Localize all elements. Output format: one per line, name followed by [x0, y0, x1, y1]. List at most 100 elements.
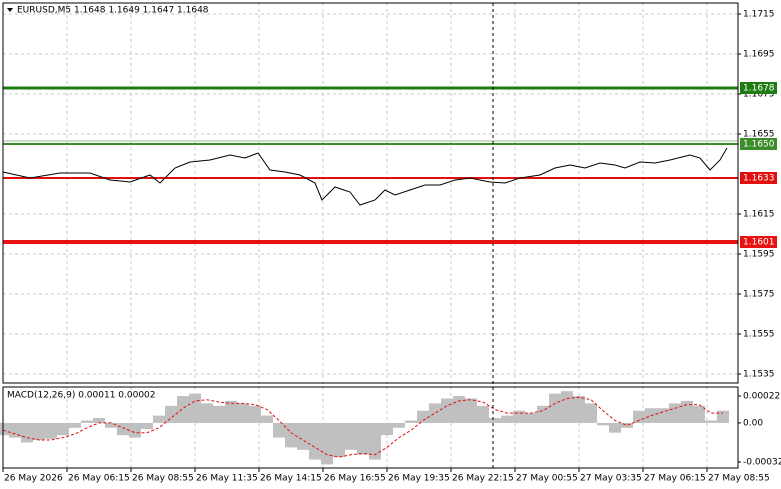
y-tick-label: 1.1715	[743, 10, 775, 20]
histogram-bar	[549, 393, 561, 423]
histogram-bar	[681, 400, 693, 423]
histogram-bar	[9, 422, 21, 438]
histogram-bar	[609, 422, 621, 433]
histogram-bar	[501, 415, 513, 423]
histogram-bar	[537, 405, 549, 423]
macd-title: MACD(12,26,9) 0.00011 0.00002	[7, 391, 156, 401]
level-box	[740, 138, 777, 150]
y-tick-label: 1.1575	[743, 290, 775, 300]
histogram-bar	[369, 422, 381, 460]
x-tick-label: 26 May 2026	[4, 474, 63, 484]
grid	[3, 3, 738, 468]
level-label: 1.1678	[743, 84, 775, 94]
y-tick-label: 1.1615	[743, 210, 775, 220]
y-tick-label: 1.1675	[743, 90, 775, 100]
histogram-bar	[201, 403, 213, 423]
y-tick-label: 1.1655	[743, 130, 775, 140]
histogram-bar	[633, 410, 645, 423]
y-tick-label: -0.00032	[743, 458, 781, 468]
histogram-bar	[0, 422, 9, 436]
level-label: 1.1601	[743, 238, 775, 248]
level-box	[740, 172, 777, 184]
histogram-bar	[213, 405, 225, 423]
histogram-bar	[489, 418, 501, 423]
histogram-bar	[621, 422, 633, 428]
histogram-bar	[333, 422, 345, 458]
price-line	[2, 147, 728, 206]
histogram-bar	[309, 422, 321, 460]
x-tick-label: 26 May 06:15	[68, 474, 130, 484]
histogram-bar	[561, 391, 573, 423]
histogram-bar	[45, 422, 57, 439]
histogram-bar	[441, 398, 453, 423]
histogram-bar	[693, 405, 705, 423]
histogram-bar	[345, 422, 357, 450]
histogram-bar	[417, 410, 429, 423]
histogram-bar	[657, 408, 669, 423]
histogram-bar	[141, 422, 153, 430]
y-tick-label: 1.1695	[743, 50, 775, 60]
histogram-bar	[273, 422, 285, 438]
x-tick-label: 27 May 06:15	[644, 474, 706, 484]
plot	[0, 86, 738, 465]
x-tick-label: 27 May 08:55	[708, 474, 770, 484]
histogram-bar	[69, 422, 81, 428]
histogram-bar	[381, 422, 393, 436]
histogram-bar	[225, 400, 237, 423]
macd-frame	[2, 386, 739, 469]
histogram-bar	[393, 422, 405, 428]
histogram-bar	[717, 410, 729, 423]
chart-title: EURUSD,M5 1.1648 1.1649 1.1647 1.1648	[17, 6, 209, 16]
x-tick-label: 26 May 08:55	[132, 474, 194, 484]
histogram-bar	[81, 420, 93, 423]
histogram-bar	[597, 422, 609, 426]
level-label: 1.1650	[743, 140, 775, 150]
histogram-bar	[465, 398, 477, 423]
histogram-bar	[129, 422, 141, 438]
y-tick-label: 1.1595	[743, 250, 775, 260]
histogram-bar	[705, 420, 717, 423]
histogram-bar	[33, 422, 45, 441]
x-tick-label: 27 May 00:55	[516, 474, 578, 484]
level-label: 1.1633	[743, 174, 775, 184]
histogram-bar	[153, 415, 165, 423]
level-box	[740, 236, 777, 248]
histogram-bar	[249, 405, 261, 423]
histogram-bar	[93, 418, 105, 423]
histogram-bar	[477, 405, 489, 423]
x-tick-label: 26 May 16:55	[324, 474, 386, 484]
histogram-bar	[117, 422, 129, 436]
histogram-bar	[669, 403, 681, 423]
histogram-bar	[21, 422, 33, 443]
histogram-bar	[297, 422, 309, 450]
histogram-bar	[357, 422, 369, 455]
menu-icon	[7, 8, 13, 12]
histogram-bar	[405, 420, 417, 423]
histogram-bar	[105, 422, 117, 428]
histogram-bar	[189, 393, 201, 423]
histogram-bar	[525, 413, 537, 423]
level-box	[740, 82, 777, 94]
histogram-bar	[321, 422, 333, 465]
x-tick-label: 27 May 03:35	[580, 474, 642, 484]
main-frame	[2, 2, 739, 384]
axis: 1.1715 1.1695 1.1675 1.1655 1.1615 1.1595 1.15…	[2, 10, 781, 484]
histogram-bar	[237, 403, 249, 423]
y-tick-label: 1.1535	[743, 370, 775, 380]
y-tick-label: 0.00	[743, 418, 763, 428]
histogram-bar	[57, 422, 69, 436]
x-tick-label: 26 May 14:15	[260, 474, 322, 484]
x-tick-label: 26 May 19:35	[388, 474, 450, 484]
histogram-bar	[513, 410, 525, 423]
x-tick-label: 26 May 11:35	[196, 474, 258, 484]
histogram-bar	[585, 403, 597, 423]
histogram-bar	[165, 405, 177, 423]
histogram-bar	[261, 415, 273, 423]
y-tick-label: 0.00022	[743, 392, 780, 402]
histogram-bar	[453, 396, 465, 423]
y-tick-label: 1.1555	[743, 330, 775, 340]
histogram-bar	[429, 403, 441, 423]
signal-line	[2, 396, 723, 458]
